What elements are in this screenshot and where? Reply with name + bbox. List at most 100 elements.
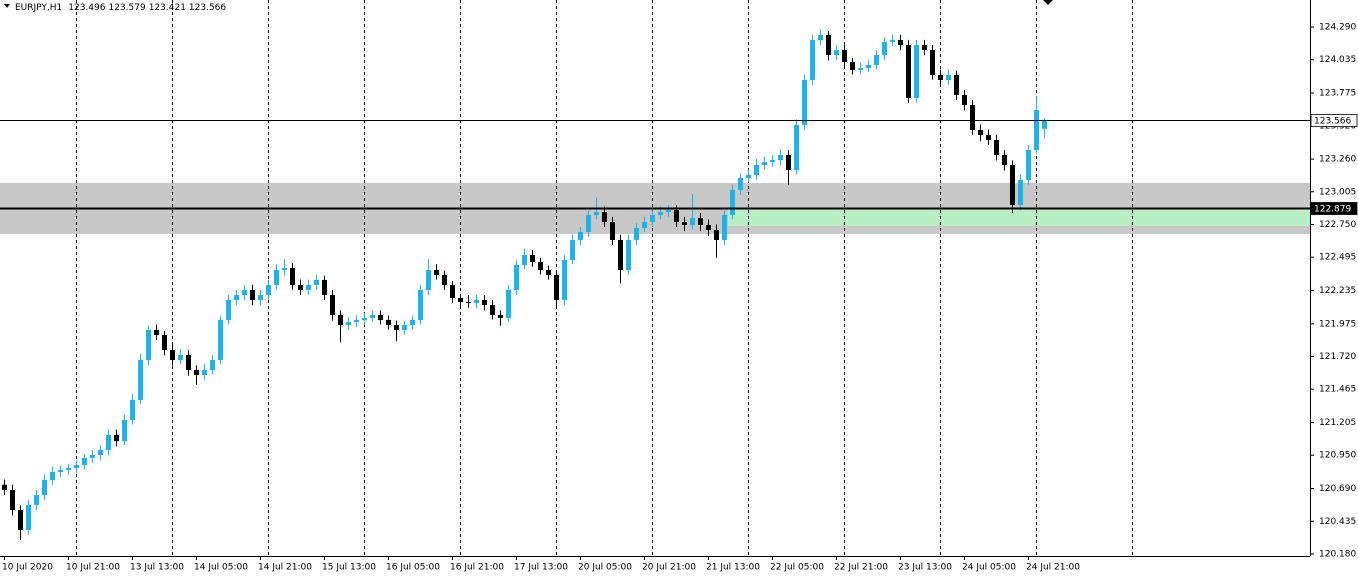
- candle-body: [882, 42, 887, 55]
- candle-body: [698, 217, 703, 225]
- price-label-box: [1310, 114, 1358, 127]
- candle-body: [970, 104, 975, 130]
- candle-body: [218, 319, 223, 360]
- candle-body: [250, 289, 255, 300]
- candle-body: [1002, 154, 1007, 165]
- candle-body: [122, 419, 127, 442]
- candle-body: [178, 354, 183, 360]
- candle-body: [570, 239, 575, 260]
- candle-body: [762, 162, 767, 165]
- candle-body: [258, 294, 263, 300]
- candle-body: [618, 239, 623, 270]
- candle-body: [706, 224, 711, 230]
- y-tick-label: 123.260: [1319, 155, 1356, 165]
- candle-body: [602, 212, 607, 223]
- candle-body: [738, 177, 743, 190]
- x-tick-label: 24 Jul 21:00: [1026, 563, 1080, 573]
- symbol: EURJPY,H1: [15, 3, 62, 13]
- candle-body: [898, 39, 903, 45]
- x-tick-label: 23 Jul 13:00: [898, 563, 952, 573]
- candle-body: [474, 299, 479, 303]
- candle-body: [522, 254, 527, 265]
- x-tick-label: 24 Jul 05:00: [962, 563, 1016, 573]
- candle-body: [642, 222, 647, 228]
- candle-body: [370, 314, 375, 318]
- candle-body: [426, 269, 431, 290]
- candle-body: [386, 319, 391, 325]
- candle-body: [866, 64, 871, 68]
- x-tick-label: 22 Jul 21:00: [834, 563, 888, 573]
- x-tick-label: 10 Jul 21:00: [66, 563, 120, 573]
- x-tick-label: 10 Jul 2020: [2, 563, 53, 573]
- y-tick-label: 120.180: [1319, 549, 1356, 559]
- candle-body: [562, 259, 567, 300]
- high-value: 123.579: [108, 3, 145, 13]
- candle-body: [986, 134, 991, 140]
- candle-body: [202, 369, 207, 375]
- candle-body: [610, 222, 615, 240]
- candle-body: [346, 322, 351, 325]
- candle-body: [2, 484, 7, 490]
- candle-body: [138, 359, 143, 400]
- candle-body: [778, 154, 783, 160]
- candle-body: [378, 314, 383, 320]
- candle-body: [1042, 119, 1047, 129]
- x-tick-label: 14 Jul 05:00: [194, 563, 248, 573]
- candle-body: [722, 214, 727, 240]
- candle-body: [266, 284, 271, 295]
- candle-body: [274, 269, 279, 285]
- shift-marker: [1043, 0, 1053, 5]
- candle-body: [410, 319, 415, 325]
- y-tick-label: 122.750: [1319, 220, 1356, 230]
- candle-body: [242, 289, 247, 295]
- grid: [76, 0, 1133, 556]
- candle-body: [450, 284, 455, 298]
- candle-body: [18, 509, 23, 530]
- candle-body: [10, 489, 15, 510]
- candle-body: [170, 349, 175, 360]
- y-tick-label: 124.290: [1319, 23, 1356, 33]
- candle-body: [938, 74, 943, 80]
- candle-body: [962, 94, 967, 105]
- candle-body: [298, 284, 303, 290]
- candle-body: [154, 329, 159, 335]
- candle-body: [1026, 149, 1031, 180]
- x-tick-label: 20 Jul 05:00: [578, 563, 632, 573]
- candle-body: [146, 329, 151, 360]
- candle-body: [634, 227, 639, 240]
- candle-body: [90, 454, 95, 458]
- candle-body: [306, 284, 311, 290]
- x-tick-label: 16 Jul 05:00: [386, 563, 440, 573]
- candle-body: [946, 74, 951, 80]
- candle-body: [194, 369, 199, 375]
- x-tick-label: 17 Jul 13:00: [514, 563, 568, 573]
- candle-body: [418, 289, 423, 320]
- y-tick-label: 120.690: [1319, 484, 1356, 494]
- menu-triangle[interactable]: [4, 4, 10, 8]
- candle-body: [922, 44, 927, 50]
- y-tick-label: 121.465: [1319, 385, 1356, 395]
- candle-body: [586, 214, 591, 233]
- candle-body: [626, 239, 631, 270]
- x-tick-label: 21 Jul 13:00: [706, 563, 760, 573]
- candle-body: [98, 449, 103, 455]
- candle-body: [26, 504, 31, 530]
- candle-body: [666, 209, 671, 213]
- candle-body: [114, 434, 119, 442]
- candle-body: [290, 267, 295, 285]
- y-tick-label: 121.975: [1319, 319, 1356, 329]
- y-tick-label: 120.950: [1319, 451, 1356, 461]
- candle-body: [906, 44, 911, 98]
- candle-body: [818, 34, 823, 40]
- candle-body: [1010, 164, 1015, 205]
- candle-body: [650, 214, 655, 223]
- price-label: 122.879: [1314, 205, 1351, 215]
- y-tick-label: 124.035: [1319, 55, 1356, 65]
- price-label-box: [1310, 202, 1358, 215]
- candle-body: [802, 79, 807, 125]
- candle-body: [770, 159, 775, 163]
- candle-body: [978, 129, 983, 135]
- candle-body: [834, 49, 839, 55]
- chart-header: EURJPY,H1 123.496 123.579 123.421 123.566: [15, 3, 226, 13]
- candle-body: [58, 469, 63, 473]
